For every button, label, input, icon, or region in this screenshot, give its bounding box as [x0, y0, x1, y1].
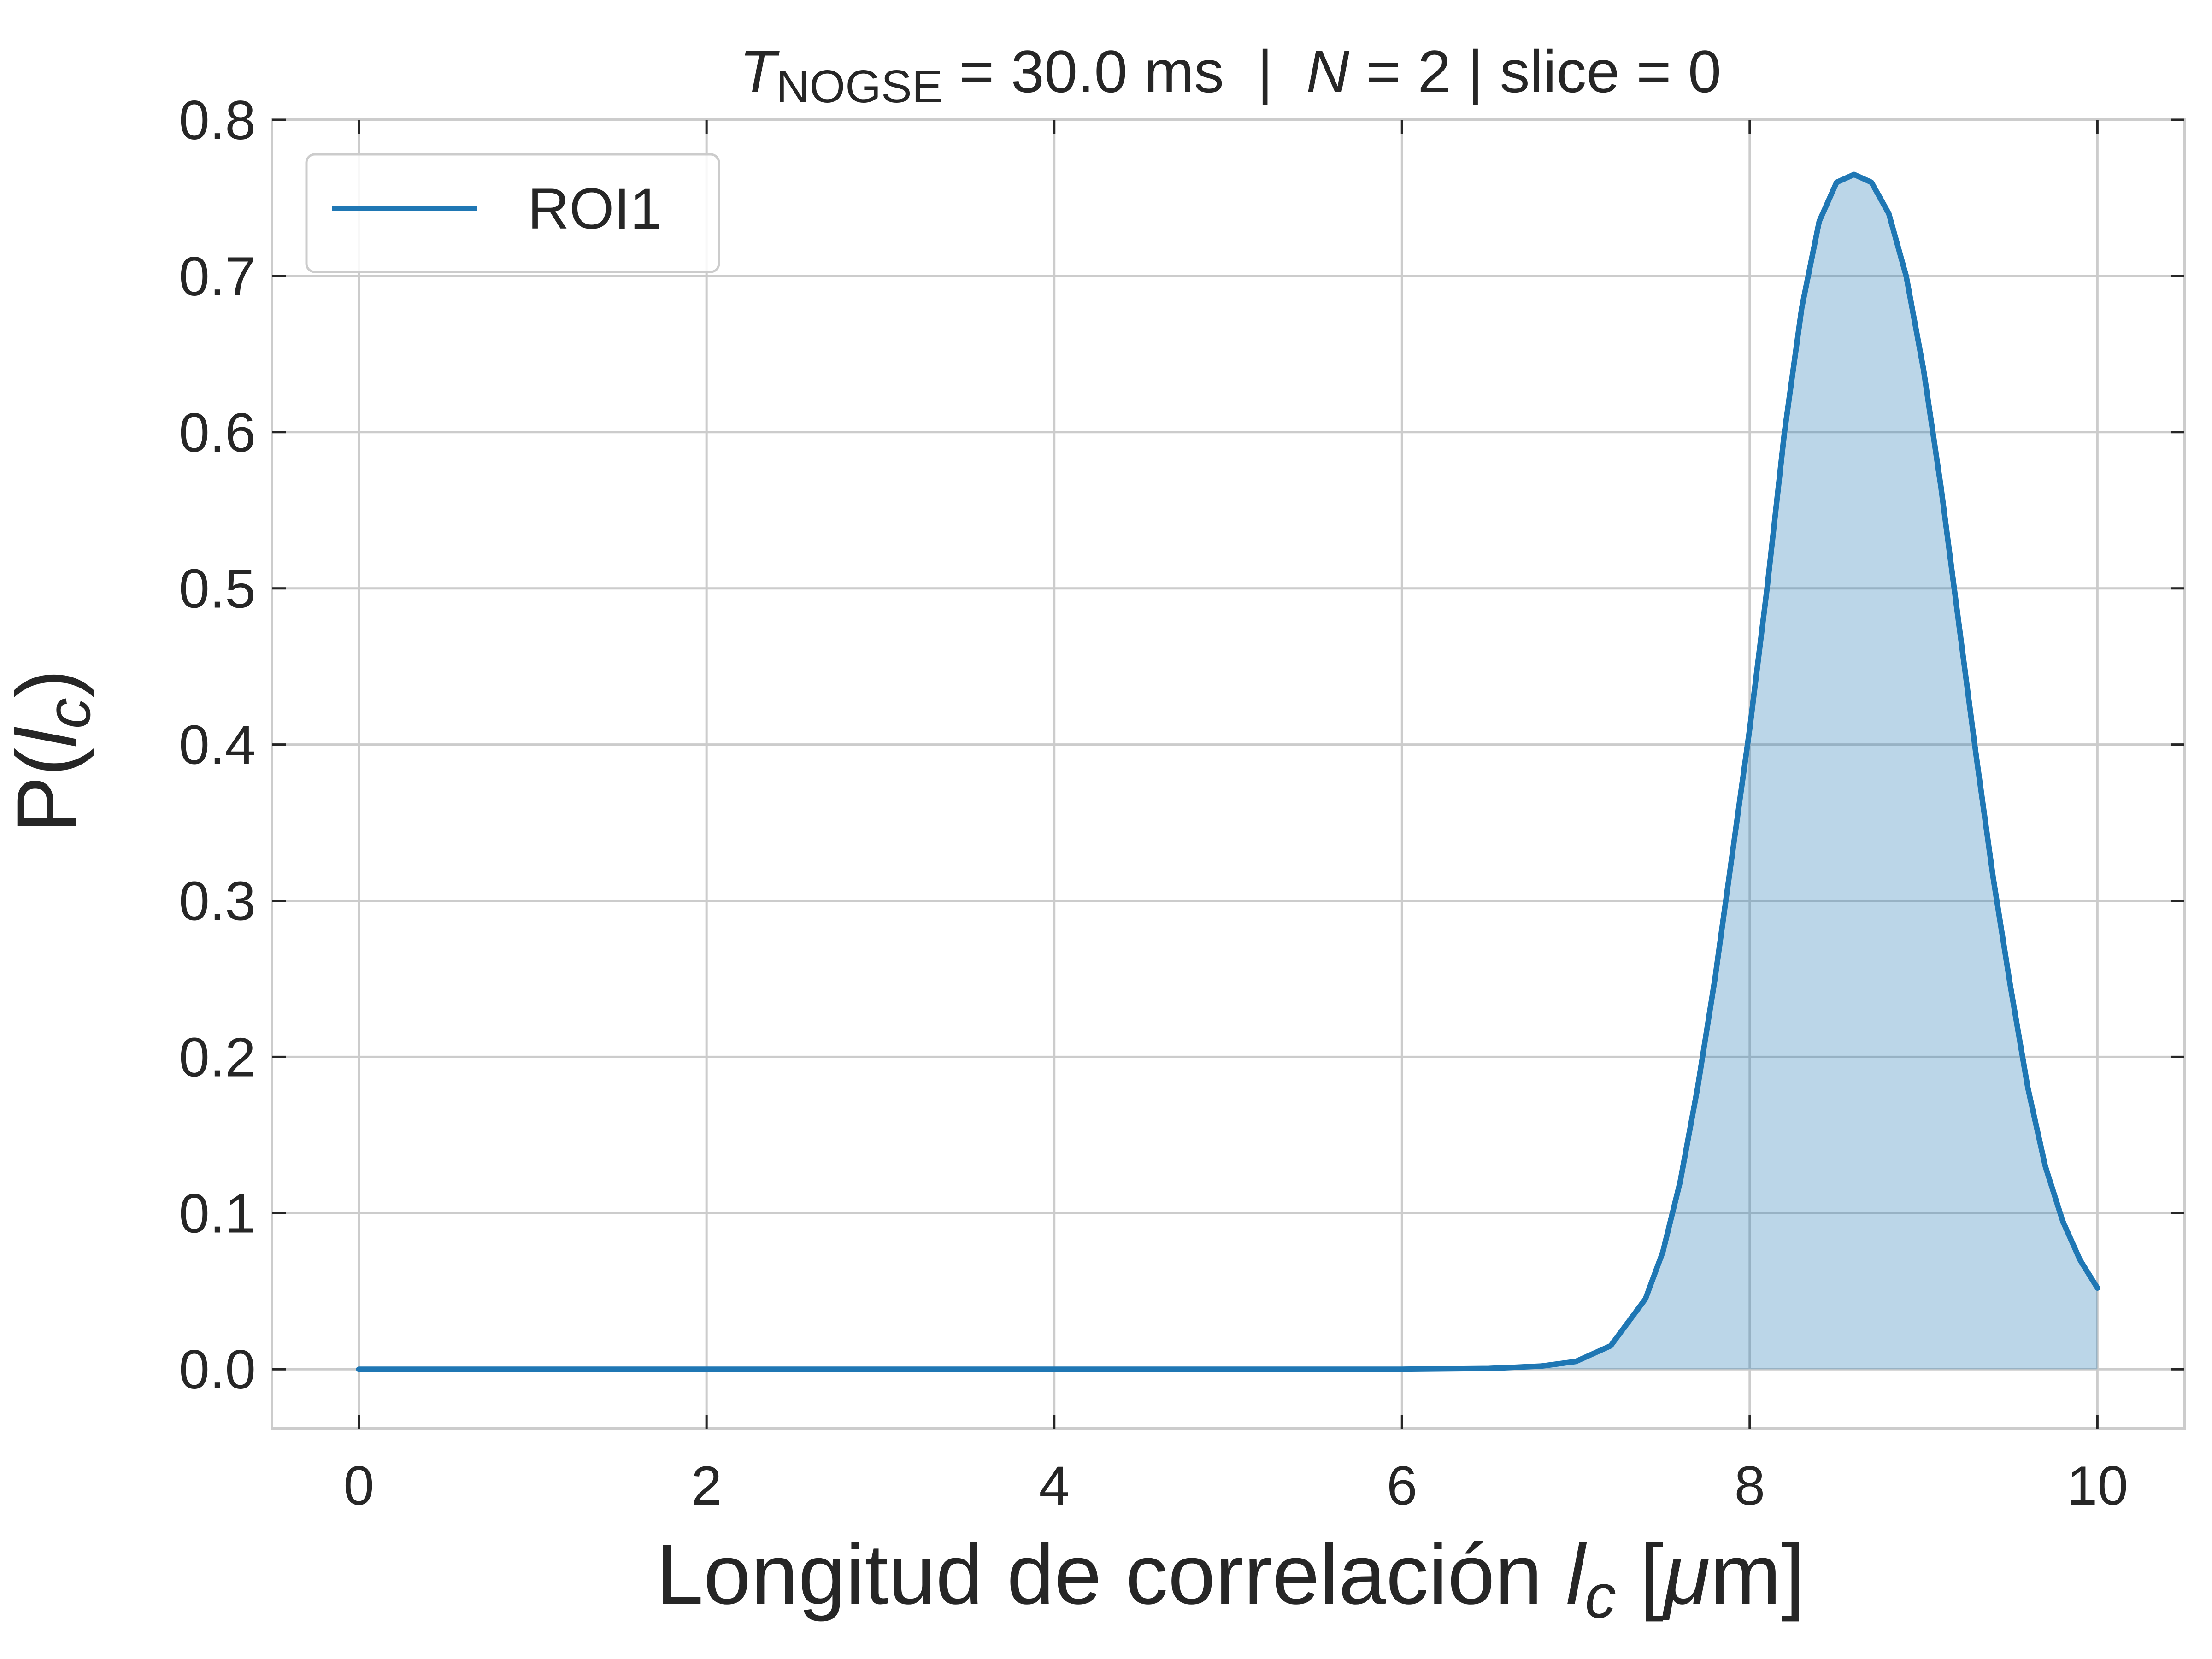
y-tick-labels: 0.0 0.1 0.2 0.3 0.4 0.5 0.6 0.7 0.8	[179, 89, 256, 1400]
y-axis-label-suffix: )	[0, 669, 94, 698]
y-tick-label: 0.3	[179, 871, 256, 932]
y-axis-label-var: l	[0, 727, 94, 748]
y-tick-label: 0.2	[179, 1026, 256, 1088]
x-tick-label: 8	[1734, 1455, 1765, 1517]
x-tick-label: 4	[1039, 1455, 1070, 1517]
x-axis-label-var-sub: c	[1585, 1561, 1616, 1631]
x-axis-label-unit-rest: m]	[1710, 1527, 1805, 1622]
y-tick-label: 0.8	[179, 89, 256, 151]
y-tick-label: 0.1	[179, 1182, 256, 1244]
y-tick-label: 0.6	[179, 402, 256, 464]
title-n-value: = 2 | slice = 0	[1349, 38, 1721, 105]
y-tick-label: 0.5	[179, 558, 256, 620]
y-tick-label: 0.0	[179, 1339, 256, 1400]
x-tick-label: 6	[1387, 1455, 1418, 1517]
title-n-symbol: N	[1306, 38, 1349, 105]
x-axis-label-unit-mu: μ	[1662, 1527, 1710, 1622]
series-line-layer	[356, 171, 2100, 1372]
title-t-subscript: NOGSE	[776, 61, 942, 112]
legend-box	[305, 153, 720, 273]
title-t-value: = 30.0 ms |	[942, 38, 1306, 105]
legend: ROI1	[305, 153, 720, 273]
x-axis-label: Longitud de correlación lc [μm]	[656, 1527, 1805, 1631]
legend-label-roi1: ROI1	[528, 177, 662, 241]
x-axis-label-text: Longitud de correlación	[656, 1527, 1566, 1622]
series-area-fill-roi1	[359, 174, 2098, 1370]
x-axis-label-var: l	[1566, 1527, 1587, 1622]
area-fill-layer	[359, 174, 2098, 1370]
title-t-symbol: T	[740, 38, 780, 105]
y-tick-label: 0.4	[179, 714, 256, 776]
x-tick-label: 2	[691, 1455, 722, 1517]
y-axis-label-var-sub: c	[34, 698, 103, 729]
y-axis-label: P(lc)	[0, 669, 103, 833]
x-tick-label: 10	[2067, 1455, 2128, 1517]
tick-marks	[272, 118, 2184, 1429]
chart-title: TNOGSE = 30.0 ms | N = 2 | slice = 0	[740, 38, 1721, 112]
x-axis-label-unit-open: [	[1616, 1527, 1664, 1622]
axes-frame	[271, 118, 2186, 1430]
series-line-roi1	[356, 171, 2100, 1372]
x-tick-labels: 0 2 4 6 8 10	[343, 1455, 2128, 1517]
y-tick-label: 0.7	[179, 246, 256, 307]
x-tick-label: 0	[343, 1455, 374, 1517]
y-axis-label-prefix: P(	[0, 748, 94, 833]
